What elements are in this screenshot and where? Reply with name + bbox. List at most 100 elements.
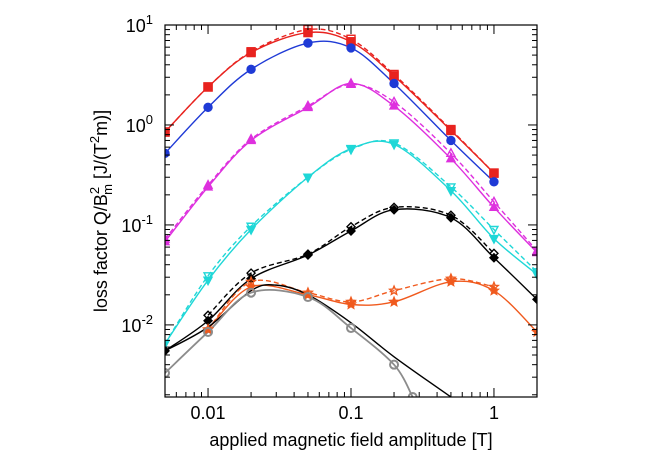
series-12 (165, 289, 414, 397)
series-1-point-2 (246, 47, 256, 57)
series-4-line (165, 83, 537, 252)
series-8-point-0 (203, 310, 214, 321)
y-axis-title-sup2: 2 (87, 136, 102, 143)
series-2-point-2 (246, 64, 256, 75)
series-1-point-0 (165, 127, 170, 137)
series-4-point-5 (388, 95, 400, 106)
series-4 (165, 83, 537, 252)
y-axis-title-mid: [J/(T (91, 143, 111, 184)
series-4-point-2 (245, 133, 257, 143)
series-10-point-5 (444, 272, 457, 284)
series-6-point-4 (345, 145, 357, 156)
series-11-line (165, 284, 452, 397)
series-4-point-3 (302, 99, 314, 110)
y-axis-title-lead: loss factor Q/B (91, 194, 111, 312)
y-tick-label: 100 (126, 112, 153, 136)
series-12-point-3 (302, 292, 313, 303)
series-6-point-1 (202, 272, 214, 282)
series-10-point-3 (344, 295, 358, 308)
series-10-markers (201, 272, 500, 335)
series-12-markers (165, 287, 418, 397)
series-6-point-6 (445, 183, 457, 193)
series-7-point-0 (165, 345, 170, 356)
series-9-line (207, 280, 537, 333)
series-4-point-7 (488, 195, 500, 206)
series-8-point-6 (488, 248, 499, 259)
series-12-point-2 (246, 287, 257, 298)
series-2-markers (165, 38, 499, 187)
series-4-point-6 (445, 147, 457, 158)
series-1-point-1 (203, 82, 213, 92)
series-8-point-3 (346, 221, 356, 232)
series-12-point-1 (203, 326, 214, 337)
series-11 (165, 284, 452, 397)
series-9-point-4 (388, 295, 401, 308)
y-axis-title-sub: m (100, 184, 115, 195)
series-6-point-7 (488, 225, 500, 236)
series-6-point-5 (388, 139, 400, 149)
series-2 (165, 40, 495, 183)
series-12-point-5 (389, 359, 400, 370)
x-axis-title: applied magnetic field amplitude [T] (209, 430, 492, 450)
series-6-point-2 (245, 222, 257, 233)
y-tick-label-exp: -1 (141, 212, 153, 227)
series-9-point-6 (487, 284, 500, 296)
series-9-point-7 (530, 325, 537, 338)
series-7-point-8 (532, 294, 537, 305)
series-3-point-7 (488, 201, 500, 212)
y-tick-label-exp: -2 (141, 312, 153, 327)
series-4-point-4 (345, 78, 357, 89)
y-tick-label-exp: 1 (146, 12, 153, 27)
series-2-point-5 (389, 78, 399, 89)
series-5-point-7 (488, 234, 500, 245)
y-tick-label-exp: 0 (146, 112, 153, 127)
series-6-markers (165, 139, 537, 350)
series-3-point-6 (445, 152, 457, 163)
series-1-point-7 (489, 168, 499, 178)
y-tick-label: 10-2 (121, 312, 153, 336)
x-tick-label: 1 (489, 403, 499, 423)
series-2-point-4 (346, 43, 356, 53)
y-tick-label: 10-1 (121, 212, 153, 236)
series-0-point-1 (203, 82, 213, 92)
y-tick-label: 101 (126, 12, 153, 36)
series-10-point-1 (245, 275, 258, 287)
series-1-point-5 (389, 69, 399, 80)
series-2-point-3 (303, 38, 313, 48)
series-10-point-6 (487, 280, 500, 293)
series-4-point-0 (165, 233, 171, 243)
series-4-markers (165, 78, 537, 255)
series-6-point-3 (302, 173, 314, 184)
series-10-point-0 (201, 323, 215, 335)
y-tick-label-base: 10 (126, 16, 146, 36)
series-6-point-0 (165, 339, 171, 350)
x-tick-label: 0.01 (191, 403, 226, 423)
series-8-point-4 (389, 202, 400, 213)
y-axis-title-tail: m)] (91, 110, 111, 136)
series-12-line (165, 289, 414, 397)
series-10-point-2 (301, 286, 314, 298)
series-1-point-6 (446, 124, 456, 135)
series-9 (207, 280, 537, 333)
series-12-point-0 (165, 368, 170, 379)
y-axis-title: loss factor Q/B2m [J/(T2m)] (87, 110, 115, 312)
series-2-point-7 (489, 177, 499, 187)
series-4-point-8 (531, 244, 537, 255)
series-2-point-1 (203, 102, 213, 113)
series-2-line (165, 40, 495, 183)
series-0-point-7 (489, 168, 499, 178)
y-axis-title-sup: 2 (87, 187, 102, 194)
series-8-point-2 (302, 249, 313, 260)
series-2-point-6 (446, 135, 456, 146)
series-10-point-4 (388, 284, 401, 296)
y-tick-label-base: 10 (121, 316, 141, 336)
series-8-markers (203, 202, 499, 321)
y-tick-label-base: 10 (121, 216, 141, 236)
series-6-point-8 (531, 268, 537, 278)
marker-layer (165, 25, 537, 397)
series-12-point-4 (346, 323, 356, 334)
x-tick-label: 0.1 (338, 403, 363, 423)
y-tick-label-base: 10 (126, 116, 146, 136)
